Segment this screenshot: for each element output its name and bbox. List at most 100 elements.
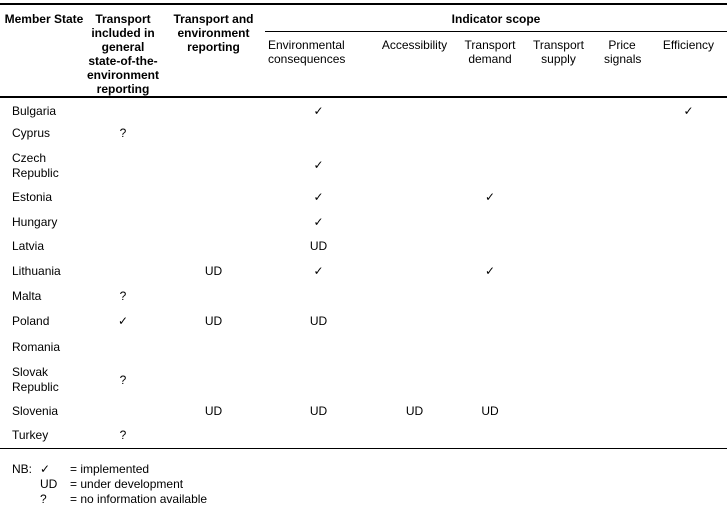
cell-value <box>162 234 265 258</box>
cell-value <box>650 210 727 234</box>
cell-value <box>457 424 523 449</box>
cell-value <box>162 284 265 308</box>
cell-value <box>523 185 594 210</box>
cell-value: ✓ <box>313 214 324 229</box>
cell-value <box>594 284 650 308</box>
cell-value <box>372 258 457 284</box>
cell-value <box>457 334 523 361</box>
cell-value <box>84 234 162 258</box>
table-row: Turkey? <box>0 424 727 449</box>
cell-value: UD <box>204 263 223 278</box>
cell-value <box>457 284 523 308</box>
cell-value <box>265 121 372 146</box>
cell-value <box>523 258 594 284</box>
cell-value <box>523 121 594 146</box>
cell-value <box>372 424 457 449</box>
table-row: Latvia UD <box>0 234 727 258</box>
cell-value <box>457 146 523 185</box>
cell-member-state: Poland <box>12 313 50 328</box>
note-meaning: = no information available <box>70 492 208 506</box>
cell-member-state: Czech Republic <box>12 150 59 180</box>
cell-value <box>523 424 594 449</box>
cell-value <box>84 258 162 284</box>
cell-value <box>265 424 372 449</box>
cell-value <box>594 258 650 284</box>
cell-value: UD <box>481 404 499 418</box>
cell-value <box>594 121 650 146</box>
indicator-table: Member State Transport included in gener… <box>0 2 727 449</box>
table-row: Cyprus? <box>0 121 727 146</box>
header-env-consequences: Environmental consequences <box>265 31 372 98</box>
cell-value <box>265 361 372 399</box>
table-row: Poland ✓ UD UD <box>0 308 727 334</box>
table-row: Romania <box>0 334 727 361</box>
cell-member-state: Bulgaria <box>12 104 57 118</box>
cell-value: UD <box>309 404 328 418</box>
note-row: NB: ✓ = implemented <box>12 462 207 477</box>
cell-value: ✓ <box>313 104 324 118</box>
cell-value: ✓ <box>484 263 496 278</box>
cell-member-state: Cyprus <box>12 126 51 140</box>
table-row: Slovak Republic? <box>0 361 727 399</box>
cell-value <box>372 234 457 258</box>
table-row: Lithuania UD ✓ ✓ <box>0 258 727 284</box>
cell-value <box>650 258 727 284</box>
cell-value <box>162 210 265 234</box>
header-transport-supply: Transport supply <box>523 31 594 98</box>
cell-value <box>265 284 372 308</box>
cell-value <box>372 284 457 308</box>
cell-value <box>372 210 457 234</box>
cell-value <box>372 361 457 399</box>
cell-member-state: Romania <box>12 340 61 354</box>
header-transport-demand: Transport demand <box>457 31 523 98</box>
cell-value <box>457 210 523 234</box>
cell-member-state: Malta <box>12 288 42 303</box>
note-meaning: = implemented <box>70 462 150 476</box>
cell-value <box>523 334 594 361</box>
cell-value <box>594 234 650 258</box>
cell-value: UD <box>204 313 223 328</box>
cell-value: ✓ <box>683 104 694 118</box>
cell-value <box>650 334 727 361</box>
cell-value <box>523 210 594 234</box>
cell-value <box>162 334 265 361</box>
cell-value <box>594 399 650 424</box>
cell-value <box>84 146 162 185</box>
cell-value <box>84 185 162 210</box>
note-meaning: = under development <box>70 477 184 491</box>
cell-member-state: Lithuania <box>12 263 61 278</box>
cell-value <box>594 424 650 449</box>
cell-value <box>372 97 457 121</box>
table-row: Malta? <box>0 284 727 308</box>
cell-member-state: Estonia <box>12 190 53 204</box>
cell-value <box>457 234 523 258</box>
cell-value <box>162 97 265 121</box>
cell-value <box>162 424 265 449</box>
cell-value <box>372 334 457 361</box>
cell-value <box>162 121 265 146</box>
cell-member-state: Latvia <box>12 238 45 253</box>
cell-value <box>523 308 594 334</box>
cell-value: ? <box>119 126 127 140</box>
cell-value <box>594 185 650 210</box>
note-prefix: NB: <box>12 462 33 476</box>
cell-value: ? <box>119 372 127 387</box>
cell-value <box>650 234 727 258</box>
cell-value: ✓ <box>484 190 496 204</box>
cell-member-state: Slovenia <box>12 404 59 418</box>
cell-value: ✓ <box>313 158 324 172</box>
note-symbol: ✓ <box>40 462 51 476</box>
cell-value <box>650 308 727 334</box>
cell-value: UD <box>204 404 223 418</box>
cell-value: UD <box>309 313 328 328</box>
cell-value <box>594 361 650 399</box>
cell-value <box>457 121 523 146</box>
cell-value <box>650 424 727 449</box>
cell-value <box>594 308 650 334</box>
cell-value <box>650 361 727 399</box>
cell-value <box>162 146 265 185</box>
header-transport-env: Transport and environment reporting <box>162 3 265 98</box>
cell-value <box>650 146 727 185</box>
table-row: Slovenia UD UD UD UD <box>0 399 727 424</box>
cell-value: ✓ <box>313 263 324 278</box>
